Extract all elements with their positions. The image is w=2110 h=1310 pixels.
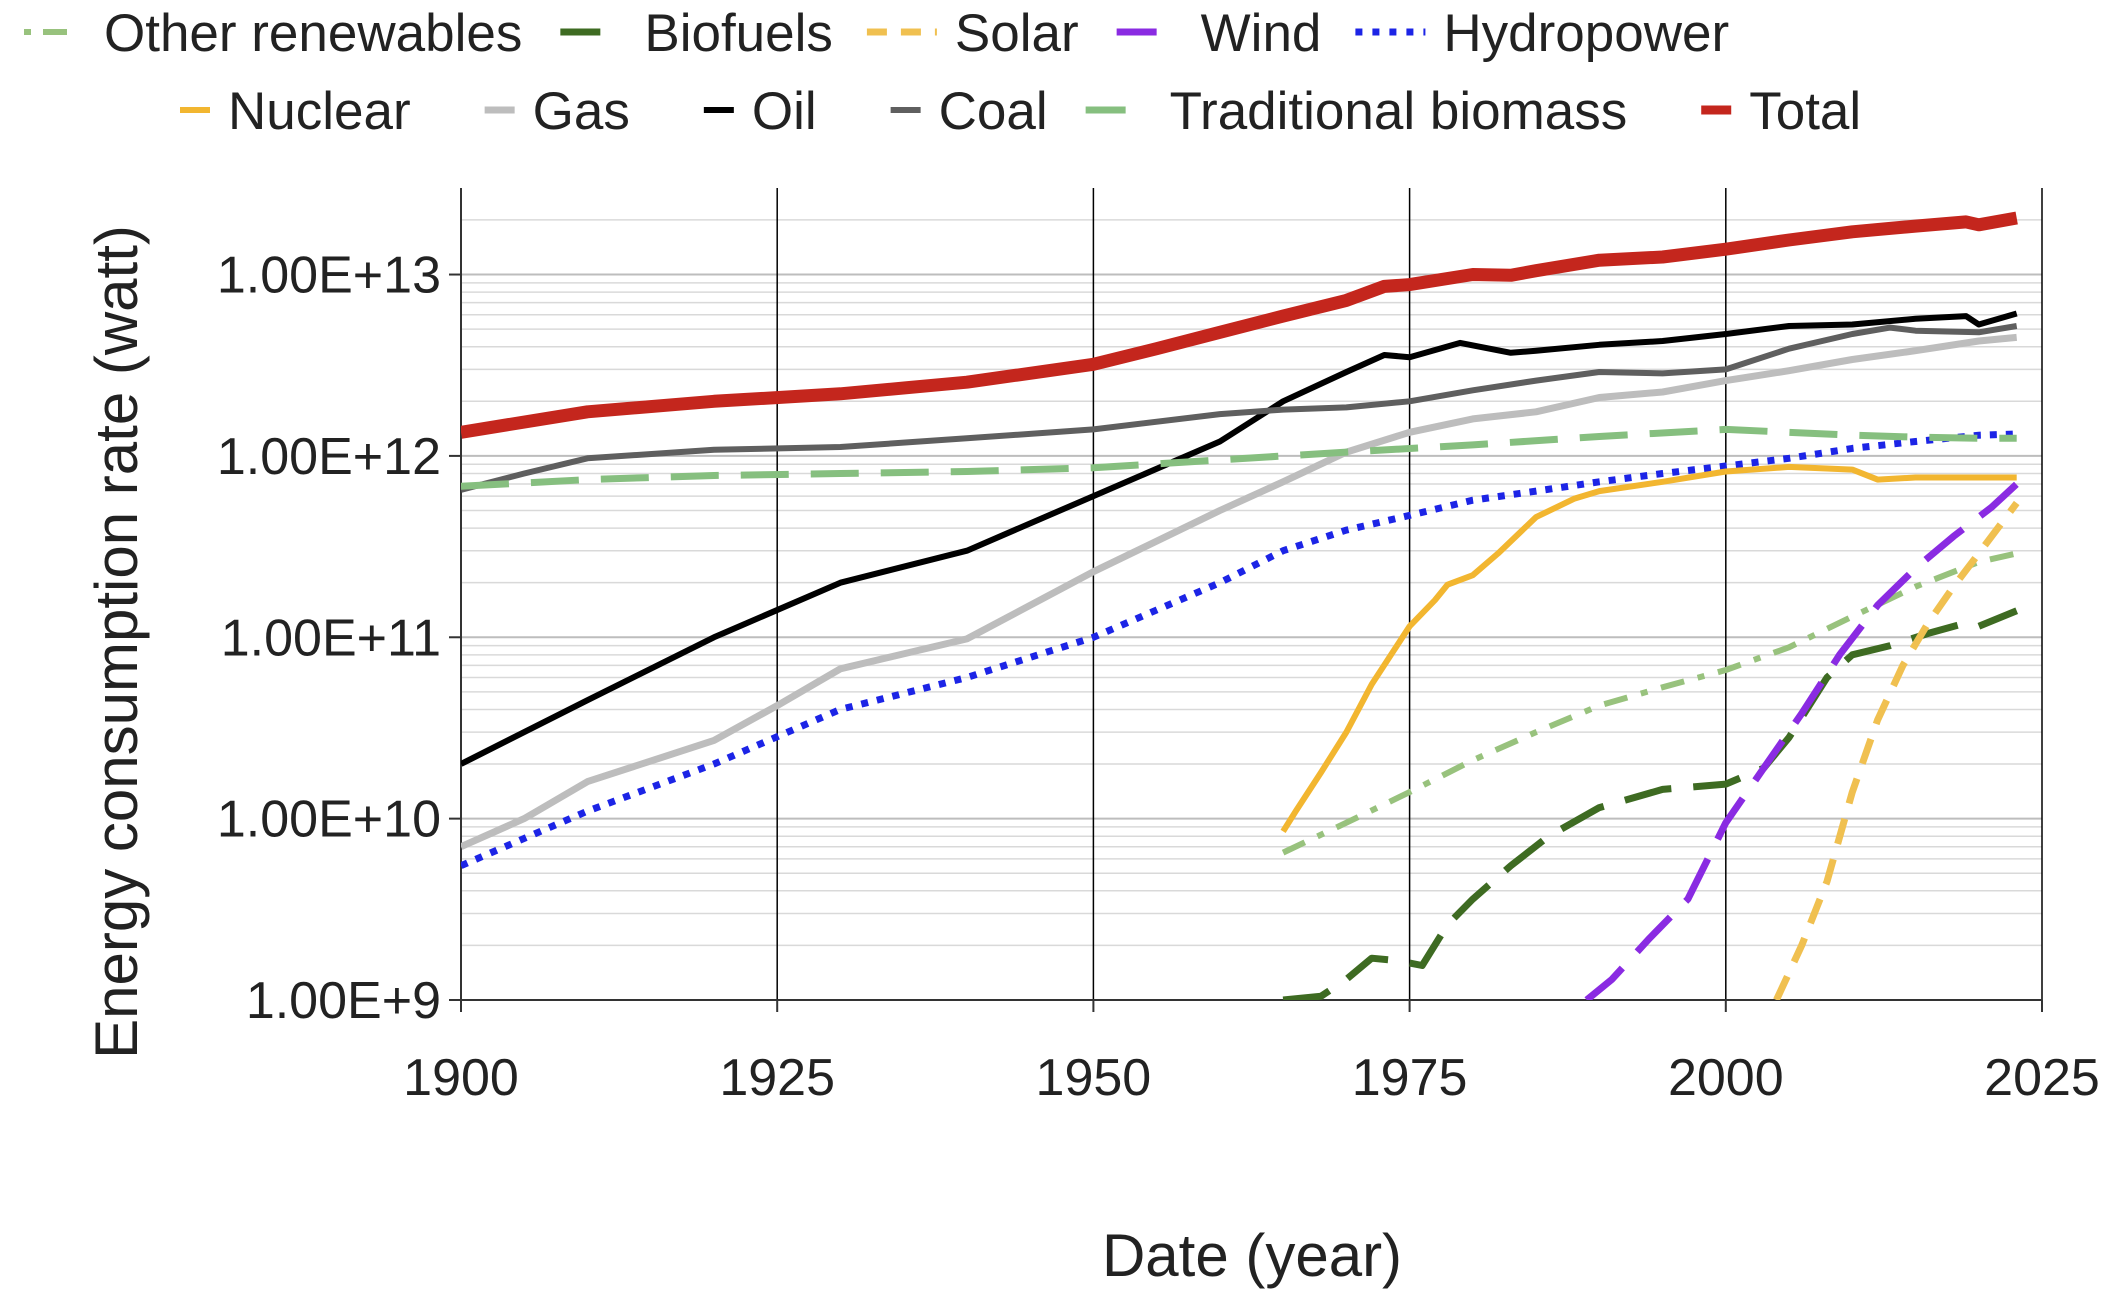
y-tick-label: 1.00E+11 (221, 609, 441, 667)
x-tick-label: 2025 (1984, 1049, 2100, 1107)
legend-label: Other renewables (104, 4, 522, 63)
x-tick-label: 1900 (403, 1049, 519, 1107)
x-tick-label: 1950 (1036, 1049, 1152, 1107)
legend-label: Gas (533, 82, 630, 141)
series-line-traditional-biomass (461, 425, 2017, 490)
series-line-gas (461, 333, 2018, 850)
y-tick-label: 1.00E+9 (246, 972, 441, 1030)
tick-labels: 1.00E+9 1.00E+10 1.00E+11 1.00E+12 1.00E+13 1… (217, 247, 2100, 1107)
legend-label: Biofuels (644, 4, 833, 63)
legend-item-wind: Wind (1112, 4, 1322, 63)
x-tick-label: 1975 (1352, 1049, 1468, 1107)
legend-label: Solar (955, 4, 1079, 63)
legend-item-oil: Oil (703, 82, 817, 141)
legend-item-solar: Solar (866, 4, 1079, 63)
legend-item-nuclear: Nuclear (180, 82, 411, 141)
x-tick-label: 2000 (1668, 1049, 1784, 1107)
legend-label: Wind (1201, 4, 1322, 63)
series-line-hydropower (461, 430, 2017, 869)
series-line-coal (461, 323, 2018, 493)
series-layer (461, 211, 2020, 1000)
series-line-oil (461, 310, 2018, 767)
y-tick-label: 1.00E+10 (217, 791, 441, 849)
legend-label: Nuclear (228, 82, 411, 141)
legend-item-traditional-biomass: Traditional biomass (1081, 82, 1628, 141)
y-axis-title: Energy consumption rate (watt) (83, 225, 150, 1059)
legend-item-biofuels: Biofuels (556, 4, 833, 63)
series-line-other-renewables (1281, 550, 2018, 856)
series-line-biofuels (1282, 607, 2019, 1000)
legend-label: Coal (939, 82, 1048, 141)
legend-item-coal: Coal (890, 82, 1048, 141)
series-line-solar (1773, 500, 2020, 1000)
legend-label: Traditional biomass (1170, 82, 1628, 141)
x-axis-title: Date (year) (1102, 1222, 1402, 1289)
legend-item-hydropower: Hydropower (1355, 4, 1729, 63)
legend: Other renewables Biofuels Solar Wind Hydropo… (16, 4, 1861, 141)
y-tick-label: 1.00E+13 (217, 247, 441, 305)
legend-label: Hydropower (1443, 4, 1729, 63)
legend-label: Oil (752, 82, 817, 141)
legend-item-total: Total (1701, 82, 1861, 141)
grid (460, 188, 2043, 1000)
series-line-wind (1584, 481, 2020, 1000)
series-line-total (461, 211, 2018, 439)
legend-item-other-renewables: Other renewables (16, 4, 522, 63)
axes (449, 188, 2043, 1012)
legend-item-gas: Gas (484, 82, 630, 141)
legend-label: Total (1749, 82, 1861, 141)
x-tick-label: 1925 (719, 1049, 835, 1107)
y-tick-label: 1.00E+12 (217, 428, 441, 486)
series-line-nuclear (1280, 463, 2017, 833)
